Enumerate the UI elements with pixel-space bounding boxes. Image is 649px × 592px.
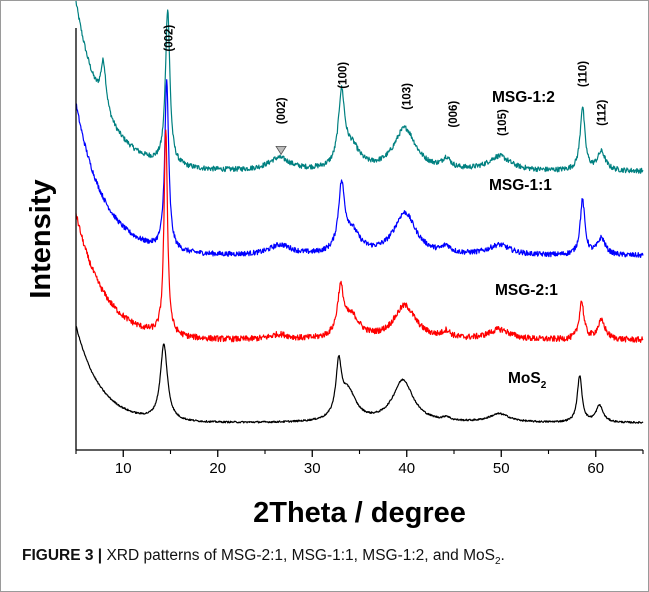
series-line: [75, 0, 644, 174]
peak-label: (103): [402, 83, 414, 110]
peak-label: (110): [578, 61, 590, 87]
caption-subscript: 2: [494, 556, 501, 568]
caption-end: .: [500, 547, 505, 564]
peak-label: (006): [448, 101, 460, 128]
series-layer: [75, 0, 644, 424]
figure-caption: FIGURE 3 | XRD patterns of MSG-2:1, MSG-…: [22, 547, 505, 567]
series-label: MSG-1:1: [489, 177, 552, 194]
series-line: [75, 129, 644, 343]
x-tick-label: 20: [209, 460, 226, 477]
x-tick-label: 10: [115, 460, 132, 477]
axes-layer: 10 20 30 40 50 60 2Theta / degree Intensity: [25, 28, 644, 529]
peak-label: (100): [337, 62, 349, 89]
x-tick-label: 30: [304, 460, 321, 477]
peak-label: (105): [497, 109, 509, 136]
peak-label: (002): [276, 97, 288, 124]
series-line: [75, 79, 644, 259]
x-tick-label: 50: [493, 460, 510, 477]
x-tick-label: 60: [587, 460, 604, 477]
series-label: MSG-2:1: [495, 282, 558, 299]
series-label: MSG-1:2: [492, 89, 555, 106]
series-line: [75, 325, 644, 424]
caption-label: FIGURE 3 |: [22, 547, 103, 564]
series-label: MoS2: [508, 370, 547, 391]
label-layer: (002) (002) (100) (103) (006) (105) (110) (112)…: [164, 25, 609, 391]
x-tick-label: 40: [398, 460, 415, 477]
series-label-subscript: 2: [541, 380, 547, 391]
caption-text: XRD patterns of MSG-2:1, MSG-1:1, MSG-1:…: [102, 547, 495, 564]
x-axis-label: 2Theta / degree: [253, 497, 466, 529]
peak-label: (002): [164, 25, 176, 52]
y-axis-label: Intensity: [25, 179, 57, 298]
graphene-triangle-icon: [275, 145, 287, 156]
peak-label: (112): [596, 100, 608, 126]
